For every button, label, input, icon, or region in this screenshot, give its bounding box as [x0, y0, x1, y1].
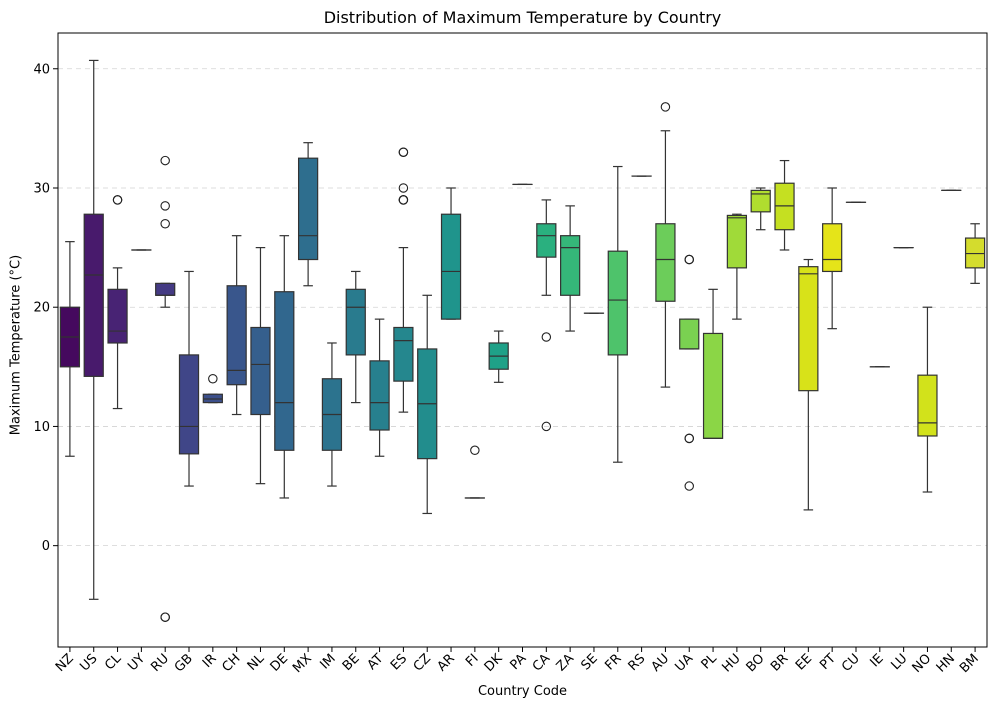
box-ar — [440, 213, 462, 320]
box-mx — [297, 157, 319, 261]
x-tick-label: AT — [365, 651, 387, 673]
outlier-point — [160, 219, 170, 229]
x-tick-label: BM — [957, 651, 982, 676]
box-bo — [750, 189, 771, 213]
x-axis-label: Country Code — [477, 684, 568, 699]
box-be — [345, 288, 366, 356]
outlier-point — [660, 102, 671, 112]
outlier-point — [684, 481, 694, 491]
x-tick-label: AU — [649, 651, 673, 675]
x-tick-label: RS — [626, 651, 649, 674]
x-tick-label: LU — [888, 651, 910, 673]
box-us — [83, 213, 104, 377]
y-tick-label: 40 — [33, 62, 50, 77]
x-tick-label: NZ — [53, 651, 77, 675]
box-cl — [107, 288, 128, 344]
x-tick-label: BO — [744, 651, 768, 675]
box-ru — [155, 282, 176, 296]
outlier-point — [684, 254, 694, 265]
outlier-point — [398, 183, 409, 193]
box-pl — [702, 332, 724, 439]
x-tick-label: DE — [268, 651, 292, 675]
x-tick-label: SE — [579, 651, 601, 673]
box-gb — [178, 354, 200, 455]
y-tick-label: 20 — [33, 301, 50, 316]
x-tick-label: NO — [910, 651, 935, 676]
x-tick-label: GB — [172, 651, 196, 675]
outlier-point — [398, 147, 409, 157]
x-tick-label: IE — [868, 651, 887, 670]
x-tick-label: CH — [220, 651, 244, 675]
box-hu — [726, 214, 748, 269]
outlier-point — [470, 445, 480, 456]
box-no — [917, 374, 938, 437]
outlier-point — [398, 195, 409, 205]
x-tick-label: ES — [388, 651, 410, 673]
x-tick-label: NL — [245, 651, 268, 674]
plot-frame — [57, 32, 988, 648]
x-tick-label: CL — [102, 651, 125, 674]
box-za — [560, 235, 581, 296]
box-pt — [822, 223, 843, 273]
x-tick-label: PL — [699, 651, 721, 673]
x-tick-label: CU — [839, 651, 863, 675]
x-tick-label: UY — [125, 651, 148, 674]
x-tick-label: IM — [318, 651, 339, 672]
x-tick-label: CZ — [411, 651, 434, 674]
outlier-point — [160, 612, 170, 622]
box-es — [393, 326, 414, 382]
x-tick-label: HU — [719, 651, 743, 675]
x-tick-label: HN — [934, 651, 958, 675]
outlier-point — [160, 201, 170, 211]
x-tick-label: UA — [672, 651, 696, 675]
box-ch — [226, 285, 247, 386]
x-tick-label: DK — [482, 651, 506, 675]
outlier-point — [541, 421, 552, 432]
x-tick-label: CA — [530, 651, 553, 674]
x-tick-label: MX — [290, 651, 315, 676]
x-tick-label: RU — [148, 651, 172, 675]
x-tick-label: ZA — [554, 651, 577, 674]
x-tick-label: IR — [200, 651, 220, 671]
outlier-point — [208, 373, 218, 384]
outlier-point — [541, 332, 552, 342]
y-tick-label: 0 — [42, 539, 50, 554]
box-ca — [536, 223, 557, 258]
x-tick-label: EE — [793, 651, 815, 673]
outlier-point — [112, 195, 123, 205]
x-tick-label: BE — [340, 651, 363, 674]
box-ua — [679, 318, 700, 350]
x-tick-label: PA — [507, 651, 529, 673]
x-tick-label: US — [77, 651, 100, 674]
outlier-point — [160, 155, 170, 166]
chart-title: Distribution of Maximum Temperature by C… — [323, 8, 722, 27]
x-tick-label: FR — [602, 651, 624, 673]
y-axis-label: Maximum Temperature (°C) — [8, 254, 24, 436]
x-tick-label: PT — [817, 651, 839, 673]
box-nl — [250, 326, 271, 416]
box-ee — [798, 266, 819, 392]
box-fr — [607, 250, 628, 356]
x-tick-label: BR — [768, 651, 791, 674]
box-au — [655, 223, 676, 302]
y-tick-label: 10 — [33, 420, 50, 435]
y-tick-label: 30 — [33, 181, 50, 196]
outlier-point — [684, 433, 694, 444]
box-de — [274, 291, 295, 451]
box-at — [369, 360, 390, 431]
x-tick-label: FI — [463, 651, 482, 670]
x-tick-label: AR — [435, 651, 458, 674]
